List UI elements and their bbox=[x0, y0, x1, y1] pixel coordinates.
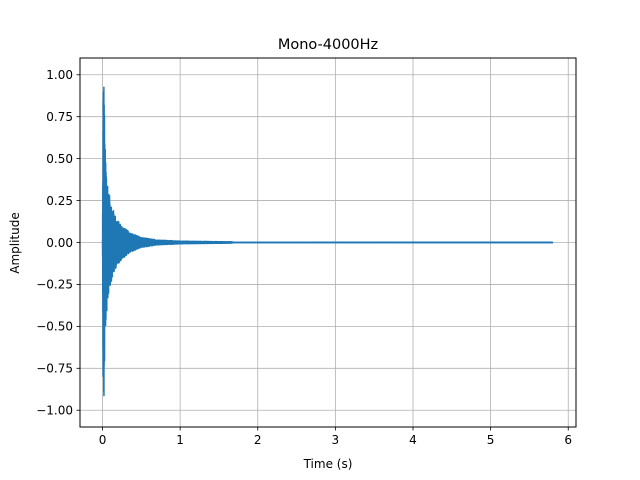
axis-ticks: 0 1 2 3 4 5 6 1.00 0.75 0.50 0.25 0.00 −0.25 −0.50 −0.… bbox=[36, 68, 572, 447]
y-tick-label: −0.50 bbox=[36, 320, 73, 334]
x-tick-label: 0 bbox=[99, 433, 107, 447]
y-tick-label: 0.25 bbox=[46, 194, 73, 208]
plot-area bbox=[101, 86, 554, 397]
x-tick-label: 2 bbox=[254, 433, 262, 447]
y-tick-label: −0.25 bbox=[36, 278, 73, 292]
x-tick-label: 3 bbox=[332, 433, 340, 447]
y-axis-label: Amplitude bbox=[8, 212, 22, 274]
x-axis-label: Time (s) bbox=[303, 457, 353, 471]
y-tick-label: 0.50 bbox=[46, 152, 73, 166]
y-tick-label: 0.00 bbox=[46, 236, 73, 250]
x-tick-label: 1 bbox=[176, 433, 184, 447]
y-tick-label: −0.75 bbox=[36, 362, 73, 376]
x-tick-label: 6 bbox=[564, 433, 572, 447]
x-tick-label: 4 bbox=[409, 433, 417, 447]
y-tick-label: −1.00 bbox=[36, 404, 73, 418]
x-tick-label: 5 bbox=[487, 433, 495, 447]
y-tick-label: 1.00 bbox=[46, 68, 73, 82]
chart-title: Mono-4000Hz bbox=[278, 37, 378, 53]
y-tick-label: 0.75 bbox=[46, 110, 73, 124]
